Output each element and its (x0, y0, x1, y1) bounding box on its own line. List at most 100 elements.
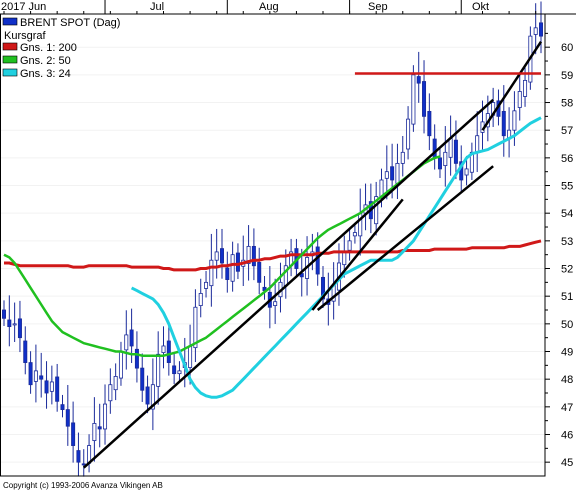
legend-label: Gns. 1: 200 (20, 42, 77, 54)
candle-body (432, 138, 437, 159)
legend-label: Gns. 3: 24 (20, 68, 71, 80)
trendlines (82, 40, 543, 469)
candle-body (219, 248, 224, 264)
copyright-text: Copyright (c) 1993-2006 Avanza Vikingen … (3, 481, 163, 490)
candle-body (390, 166, 395, 181)
candle-body (33, 370, 38, 382)
y-tick-label: 54 (561, 208, 573, 220)
candle-body (188, 345, 193, 368)
candle-body (108, 384, 113, 402)
candle-body (97, 426, 102, 430)
candle-body (539, 22, 544, 37)
candle-body (251, 245, 256, 267)
y-tick-label: 59 (561, 70, 573, 82)
sma50-line (3, 155, 441, 357)
y-tick-label: 49 (561, 347, 573, 359)
y-tick-label: 47 (561, 402, 573, 414)
y-tick-label: 46 (561, 430, 573, 442)
candle-body (533, 27, 538, 35)
candle-body (76, 450, 81, 463)
candle-body (443, 151, 448, 167)
legend-swatch (2, 42, 18, 51)
y-tick-label: 60 (561, 42, 573, 54)
candle-body (60, 404, 65, 411)
candle-body (257, 262, 262, 283)
y-tick-label: 51 (561, 291, 573, 303)
candle-body (437, 157, 442, 170)
candle-body (129, 329, 134, 347)
candle-body (118, 351, 123, 379)
candle-body (150, 384, 155, 410)
y-tick-label: 52 (561, 264, 573, 276)
y-tick-label: 55 (561, 181, 573, 193)
candle-body (172, 365, 177, 375)
trendline (82, 98, 494, 469)
candle-body (448, 138, 453, 158)
candle-body (501, 110, 506, 137)
candle-body (145, 386, 150, 405)
candle-body (23, 340, 28, 363)
candle-body (422, 81, 427, 117)
legend-label: Kursgraf (4, 30, 47, 42)
candle-body (315, 246, 320, 275)
candle-body (347, 240, 352, 251)
candle-body (352, 232, 357, 237)
candle-body (49, 381, 54, 392)
candle-body (2, 309, 7, 319)
candle-body (406, 118, 411, 150)
candle-body (113, 376, 118, 391)
trendline (311, 198, 404, 311)
candle-body (475, 135, 480, 153)
x-tick-label: Okt (472, 1, 489, 13)
legend-swatch (2, 17, 18, 26)
y-tick-label: 48 (561, 374, 573, 386)
candle-body (225, 267, 230, 280)
candle-body (39, 375, 44, 380)
candle-body (7, 319, 12, 328)
candle-body (230, 254, 235, 282)
candle-body (246, 245, 251, 264)
y-tick-label: 45 (561, 457, 573, 469)
candle-body (204, 281, 209, 289)
candle-body (198, 293, 203, 306)
candle-body (235, 252, 240, 272)
candle-body (342, 251, 347, 266)
candle-body (193, 306, 198, 349)
candle-body (427, 110, 432, 137)
candle-body (156, 353, 161, 387)
candle-body (273, 301, 278, 306)
x-tick-label: Aug (259, 1, 279, 13)
candle-body (384, 171, 389, 179)
trendline (481, 40, 543, 131)
grid (0, 46, 545, 463)
y-tick-label: 58 (561, 98, 573, 110)
candle-body (92, 423, 97, 441)
candle-body (523, 79, 528, 97)
candle-body (71, 422, 76, 446)
legend-label: Gns. 2: 50 (20, 55, 71, 67)
candle-body (55, 376, 60, 402)
y-tick-label: 53 (561, 236, 573, 248)
candle-body (214, 251, 219, 261)
candle-body (103, 403, 108, 430)
axes: 45 46 47 48 49 50 51 52 53 54 55 56 57 58 59 60 2017 Jun… (0, 0, 576, 477)
candle-body (44, 380, 49, 394)
candle-body (12, 323, 17, 326)
x-tick-label: 2017 Jun (1, 1, 46, 13)
candle-body (209, 259, 214, 287)
candle-body (134, 348, 139, 369)
candle-body (17, 318, 22, 339)
candle-body (161, 345, 166, 354)
candle-body (395, 162, 400, 184)
candle-body (65, 409, 70, 427)
legend-label: BRENT SPOT (Dag) (20, 17, 120, 29)
legend-swatch (2, 68, 18, 77)
candle-body (464, 168, 469, 176)
candle-body (81, 463, 86, 466)
sma200-line (4, 239, 542, 272)
candle-body (411, 74, 416, 125)
candle-body (512, 110, 517, 131)
